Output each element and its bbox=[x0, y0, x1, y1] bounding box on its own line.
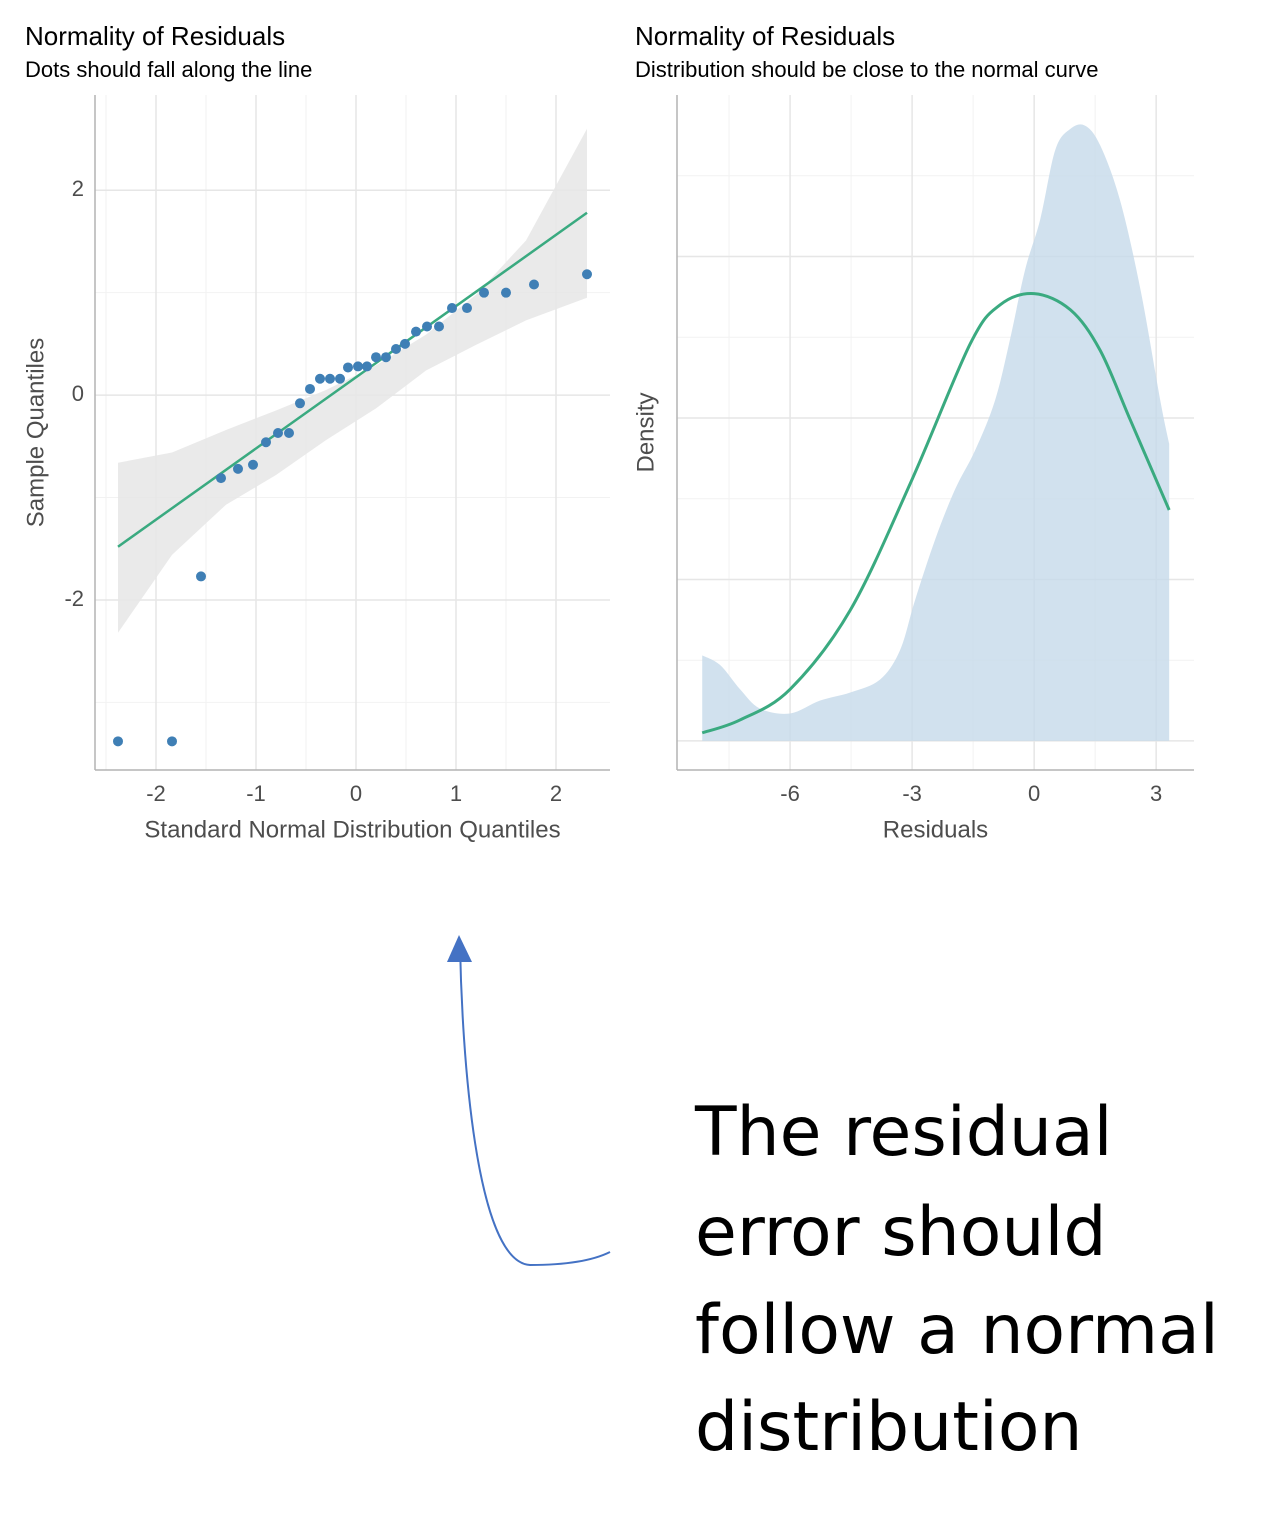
y-tick-label: 2 bbox=[72, 176, 84, 201]
data-point bbox=[462, 303, 472, 314]
annotation-line: follow a normal bbox=[695, 1291, 1219, 1370]
x-tick-label: -1 bbox=[246, 781, 266, 806]
data-point bbox=[422, 321, 432, 332]
data-point bbox=[447, 303, 457, 314]
data-point bbox=[248, 459, 258, 470]
x-tick-label: 2 bbox=[550, 781, 562, 806]
arrow-head bbox=[447, 935, 472, 962]
chart-panel: Normality of Residuals Distribution shoul… bbox=[632, 21, 1194, 843]
data-point bbox=[501, 287, 511, 298]
data-point bbox=[113, 736, 123, 747]
data-point bbox=[233, 463, 243, 474]
x-tick-label: 0 bbox=[350, 781, 362, 806]
data-point bbox=[400, 338, 410, 349]
chart-panel: Normality of Residuals Dots should fall a… bbox=[22, 21, 610, 843]
data-point bbox=[295, 398, 305, 409]
y-axis-title: Sample Quantiles bbox=[22, 338, 49, 527]
data-point bbox=[479, 287, 489, 298]
data-point bbox=[434, 321, 444, 332]
data-point bbox=[261, 437, 271, 448]
annotation-line: error should bbox=[695, 1193, 1107, 1272]
x-tick-label: 1 bbox=[450, 781, 462, 806]
x-axis-title: Standard Normal Distribution Quantiles bbox=[144, 816, 560, 843]
data-point bbox=[391, 344, 401, 355]
x-tick-label: -3 bbox=[902, 781, 922, 806]
annotation-arrow bbox=[459, 944, 611, 1267]
x-tick-label: -2 bbox=[146, 781, 166, 806]
x-tick-label: -6 bbox=[780, 781, 800, 806]
chart-subtitle: Distribution should be close to the norm… bbox=[635, 57, 1098, 82]
x-tick-label: 3 bbox=[1150, 781, 1162, 806]
y-axis-title: Density bbox=[632, 392, 659, 472]
chart-title: Normality of Residuals bbox=[635, 21, 895, 51]
data-point bbox=[284, 428, 294, 439]
data-point bbox=[582, 269, 592, 280]
data-point bbox=[315, 373, 325, 384]
x-tick-label: 0 bbox=[1028, 781, 1040, 806]
data-point bbox=[325, 373, 335, 384]
x-axis-title: Residuals bbox=[883, 816, 988, 843]
data-point bbox=[362, 361, 372, 372]
data-point bbox=[529, 279, 539, 290]
annotation-line: distribution bbox=[695, 1388, 1083, 1467]
y-tick-label: -2 bbox=[64, 586, 84, 611]
annotation-line: The residual bbox=[694, 1093, 1113, 1172]
reference-line bbox=[117, 211, 588, 548]
data-point bbox=[216, 473, 226, 484]
chart-title: Normality of Residuals bbox=[25, 21, 285, 51]
data-point bbox=[353, 361, 363, 372]
y-tick-label: 0 bbox=[72, 381, 84, 406]
chart-subtitle: Dots should fall along the line bbox=[25, 57, 312, 82]
data-point bbox=[381, 352, 391, 363]
data-point bbox=[335, 373, 345, 384]
data-point bbox=[305, 383, 315, 394]
data-point bbox=[273, 428, 283, 439]
data-point bbox=[371, 352, 381, 363]
data-point bbox=[196, 571, 206, 582]
density-area bbox=[702, 124, 1170, 741]
data-point bbox=[167, 736, 177, 747]
data-point bbox=[411, 326, 421, 337]
data-point bbox=[343, 362, 353, 373]
normal-curve bbox=[701, 292, 1171, 735]
